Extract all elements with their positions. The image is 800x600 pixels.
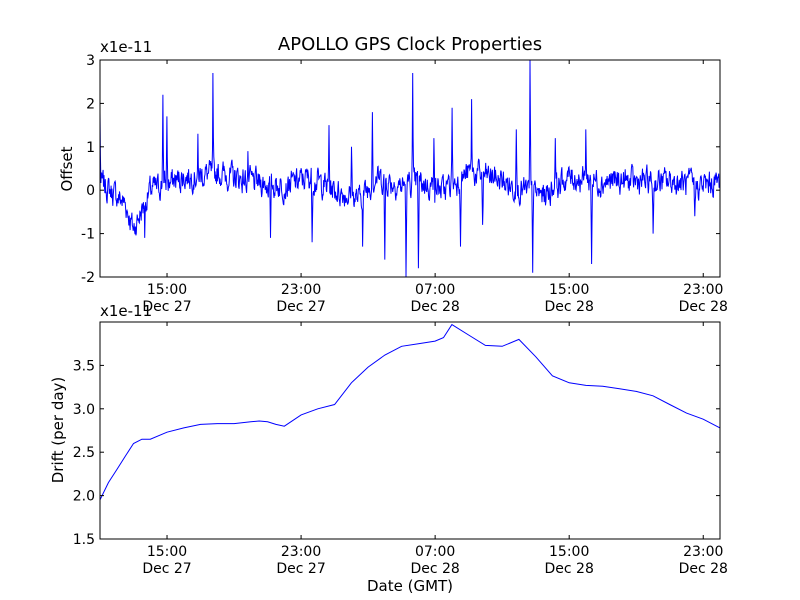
offset-scale-label: x1e-11: [100, 38, 152, 56]
drift-series-line: [99, 323, 721, 501]
drift-x-tick-time: 15:00: [147, 544, 187, 560]
offset-y-axis-label: Offset: [58, 146, 76, 191]
drift-x-tick-date: Dec 28: [679, 561, 728, 577]
drift-x-tick-time: 23:00: [683, 544, 723, 560]
offset-series-line: [99, 59, 721, 278]
drift-x-tick-time: 23:00: [281, 544, 321, 560]
drift-y-tick-label: 1.5: [73, 532, 95, 548]
drift-panel: x1e-11 Drift (per day) Date (GMT) 1.5 2.0…: [49, 302, 728, 595]
offset-x-tick-date: Dec 28: [545, 299, 594, 315]
offset-plot-area: [99, 59, 721, 278]
offset-x-tick-time: 07:00: [415, 282, 455, 298]
drift-y-tick-label: 3.5: [73, 358, 95, 374]
drift-axes-frame: [99, 321, 721, 540]
drift-y-tick-label: 3.0: [73, 402, 95, 418]
offset-y-tick-label: 1: [86, 140, 95, 156]
offset-y-ticks: -2 -1 0 1 2 3: [81, 53, 720, 286]
drift-plot-area: [99, 323, 721, 501]
offset-x-tick-date: Dec 27: [276, 299, 325, 315]
drift-x-tick-date: Dec 27: [276, 561, 325, 577]
offset-axes-frame: [99, 59, 721, 278]
offset-x-tick-time: 23:00: [281, 282, 321, 298]
offset-panel: APOLLO GPS Clock Properties x1e-11 Offse…: [58, 34, 728, 315]
drift-x-tick-date: Dec 28: [410, 561, 459, 577]
drift-x-axis-label: Date (GMT): [367, 577, 453, 595]
offset-x-tick-date: Dec 27: [142, 299, 191, 315]
drift-x-tick-time: 15:00: [549, 544, 589, 560]
drift-scale-label: x1e-11: [100, 302, 152, 320]
drift-y-tick-label: 2.5: [73, 445, 95, 461]
drift-y-tick-label: 2.0: [73, 489, 95, 505]
offset-y-tick-label: -1: [81, 227, 95, 243]
offset-x-tick-time: 15:00: [147, 282, 187, 298]
chart-title: APOLLO GPS Clock Properties: [278, 34, 542, 55]
drift-x-tick-time: 07:00: [415, 544, 455, 560]
drift-x-tick-date: Dec 27: [142, 561, 191, 577]
offset-y-tick-label: 3: [86, 53, 95, 69]
offset-y-tick-label: 2: [86, 96, 95, 112]
offset-x-tick-time: 23:00: [683, 282, 723, 298]
offset-x-tick-date: Dec 28: [410, 299, 459, 315]
drift-y-axis-label: Drift (per day): [49, 377, 67, 484]
offset-x-tick-date: Dec 28: [679, 299, 728, 315]
offset-y-tick-label: -2: [81, 270, 95, 286]
drift-x-tick-date: Dec 28: [545, 561, 594, 577]
drift-y-ticks: 1.5 2.0 2.5 3.0 3.5: [73, 358, 720, 548]
offset-x-tick-time: 15:00: [549, 282, 589, 298]
offset-y-tick-label: 0: [86, 183, 95, 199]
